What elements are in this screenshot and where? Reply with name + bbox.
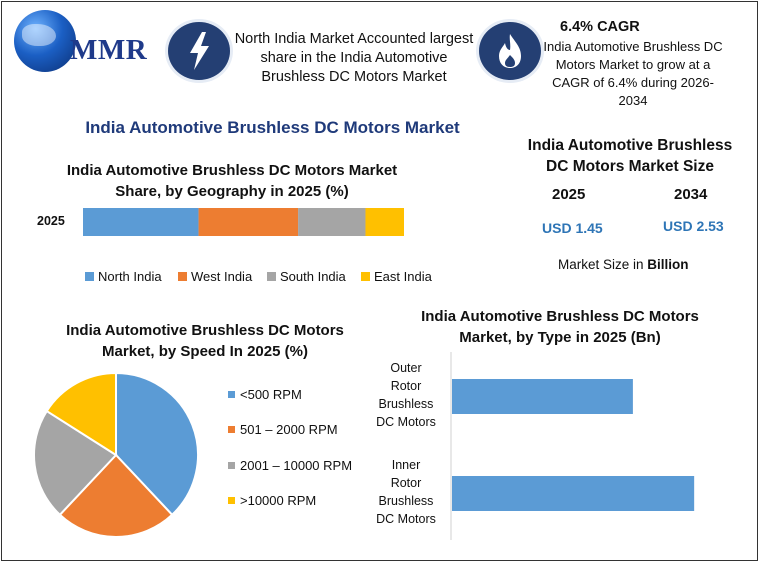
geography-category-label: 2025 <box>37 214 65 228</box>
geo-legend-item-east-india: East India <box>361 269 432 284</box>
legend-label: >10000 RPM <box>240 493 317 508</box>
legend-swatch <box>85 272 94 281</box>
legend-label: 501 – 2000 RPM <box>240 422 338 437</box>
type-category-label-line: Rotor <box>390 476 422 490</box>
type-category-label-line: DC Motors <box>376 512 436 526</box>
north-india-highlight: North India Market Accounted largest sha… <box>234 31 474 85</box>
market-size-note-unit: Billion <box>647 257 689 272</box>
type-category-label: Outer Rotor Brushless DC Motors <box>366 359 446 431</box>
legend-swatch <box>267 272 276 281</box>
geo-legend-item-south-india: South India <box>267 269 346 284</box>
legend-label: East India <box>374 269 432 284</box>
geo-legend-item-north-india: North India <box>85 269 162 284</box>
brand-logo-text: MMR <box>70 34 148 66</box>
pie-legend-item-10000-rpm: >10000 RPM <box>228 493 316 508</box>
speed-chart-title: India Automotive Brushless DC Motors Mar… <box>66 322 344 360</box>
market-value-2034: USD 2.53 <box>663 218 724 234</box>
market-size-note-prefix: Market Size in <box>558 257 648 272</box>
lightning-badge <box>168 22 230 80</box>
cagr-description: India Automotive Brushless DC Motors Mar… <box>543 39 723 108</box>
type-category-label-line: Brushless <box>378 494 434 508</box>
market-value-2025: USD 1.45 <box>542 220 603 236</box>
market-size-note: Market Size in Billion <box>558 257 689 272</box>
type-chart-title: India Automotive Brushless DC Motors Mar… <box>421 308 699 346</box>
type-category-label-line: Inner <box>391 458 421 472</box>
geography-chart-title: India Automotive Brushless DC Motors Mar… <box>66 162 398 200</box>
legend-swatch <box>228 426 235 433</box>
flame-icon <box>499 34 521 68</box>
type-category-label-line: Brushless <box>378 397 434 411</box>
legend-swatch <box>361 272 370 281</box>
type-category-label-line: Rotor <box>390 379 422 393</box>
pie-legend-item-2001-10000-rpm: 2001 – 10000 RPM <box>228 458 352 473</box>
market-size-title: India Automotive Brushless DC Motors Mar… <box>527 137 733 175</box>
legend-label: 2001 – 10000 RPM <box>240 458 353 473</box>
type-category-label-line: DC Motors <box>376 415 436 429</box>
year-2034-label: 2034 <box>674 186 708 203</box>
legend-label: West India <box>191 269 253 284</box>
legend-swatch <box>228 391 235 398</box>
geo-legend-item-west-india: West India <box>178 269 252 284</box>
page-title: India Automotive Brushless DC Motors Mar… <box>85 118 460 137</box>
type-category-label-line: Outer <box>390 361 422 375</box>
pie-legend-item-500-rpm: <500 RPM <box>228 387 302 402</box>
pie-legend-item-501-2000-rpm: 501 – 2000 RPM <box>228 422 338 437</box>
type-category-label: Inner Rotor Brushless DC Motors <box>366 456 446 528</box>
flame-badge <box>479 22 541 80</box>
lightning-bolt-icon <box>190 32 209 70</box>
legend-label: North India <box>98 269 162 284</box>
legend-label: South India <box>280 269 346 284</box>
legend-swatch <box>178 272 187 281</box>
year-2025-label: 2025 <box>552 186 586 203</box>
cagr-title: 6.4% CAGR <box>560 19 640 35</box>
legend-label: <500 RPM <box>240 387 302 402</box>
legend-swatch <box>228 462 235 469</box>
globe-logo-icon <box>14 10 76 72</box>
legend-swatch <box>228 497 235 504</box>
